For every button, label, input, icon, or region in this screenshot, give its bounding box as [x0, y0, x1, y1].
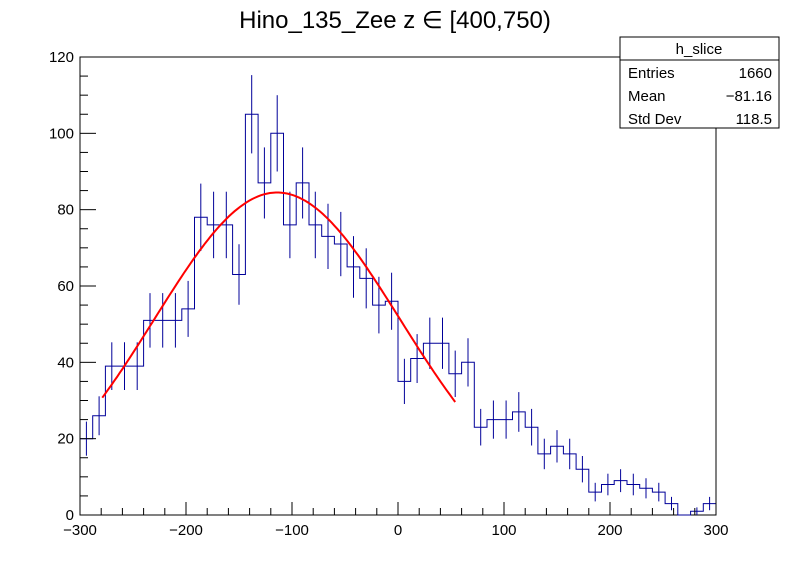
y-tick-label: 60	[57, 278, 74, 295]
stats-box: h_slice Entries 1660 Mean −81.16 Std Dev…	[619, 36, 780, 129]
x-tick-label: −300	[63, 522, 97, 539]
fit-layer	[101, 191, 457, 403]
stats-stddev-value: 118.5	[736, 111, 772, 128]
y-tick-label: 80	[57, 202, 74, 219]
fit-curve	[101, 191, 457, 403]
x-tick-label: 200	[597, 522, 622, 539]
stats-stddev-label: Std Dev	[628, 111, 682, 128]
y-tick-label: 100	[49, 125, 74, 142]
y-tick-label: 120	[49, 49, 74, 66]
chart-title: Hino_135_Zee z ∈ [400,750)	[239, 7, 551, 34]
x-axis: −300 −200 −100 0 100 200 300	[63, 502, 729, 539]
stats-mean-value: −81.16	[726, 88, 772, 105]
y-tick-label: 40	[57, 354, 74, 371]
x-tick-label: 100	[491, 522, 516, 539]
histogram-layer	[80, 75, 716, 516]
x-tick-label: 0	[394, 522, 402, 539]
y-axis: 0 20 40 60 80 100 120	[49, 49, 96, 524]
y-tick-label: 20	[57, 431, 74, 448]
x-tick-label: −200	[169, 522, 203, 539]
x-tick-label: 300	[703, 522, 728, 539]
stats-box-title: h_slice	[676, 41, 723, 58]
stats-box-frame	[619, 36, 780, 129]
stats-mean-label: Mean	[628, 88, 666, 105]
histogram-outline	[80, 113, 716, 516]
y-tick-label: 0	[66, 507, 74, 524]
x-tick-label: −100	[275, 522, 309, 539]
stats-entries-label: Entries	[628, 65, 675, 82]
stats-entries-value: 1660	[739, 65, 772, 82]
